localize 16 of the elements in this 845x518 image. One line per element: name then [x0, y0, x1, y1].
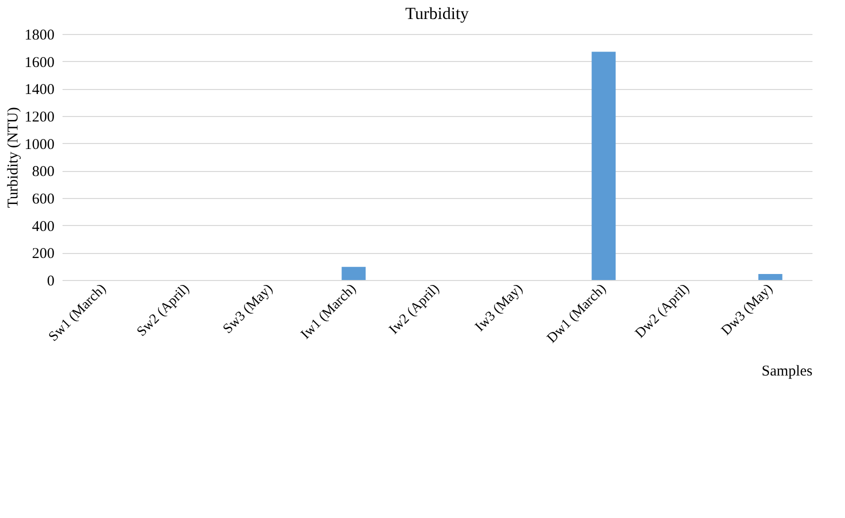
- chart-title: Turbidity: [405, 4, 470, 23]
- y-tick-label: 0: [47, 274, 54, 290]
- y-axis-title: Turbidity (NTU): [6, 107, 22, 208]
- y-tick-label: 1600: [24, 54, 54, 71]
- y-tick-label: 800: [32, 164, 54, 180]
- y-tick-label: 200: [32, 246, 54, 262]
- y-tick-label: 1200: [24, 110, 54, 126]
- bar: [342, 266, 366, 280]
- y-tick-label: 600: [32, 192, 54, 208]
- y-tick-label: 1000: [24, 136, 54, 153]
- bar: [758, 274, 782, 280]
- bar: [592, 52, 616, 280]
- x-axis-title: Samples: [762, 364, 813, 380]
- y-tick-label: 1400: [24, 82, 54, 98]
- y-tick-label: 1800: [24, 28, 54, 44]
- y-tick-label: 400: [32, 218, 54, 235]
